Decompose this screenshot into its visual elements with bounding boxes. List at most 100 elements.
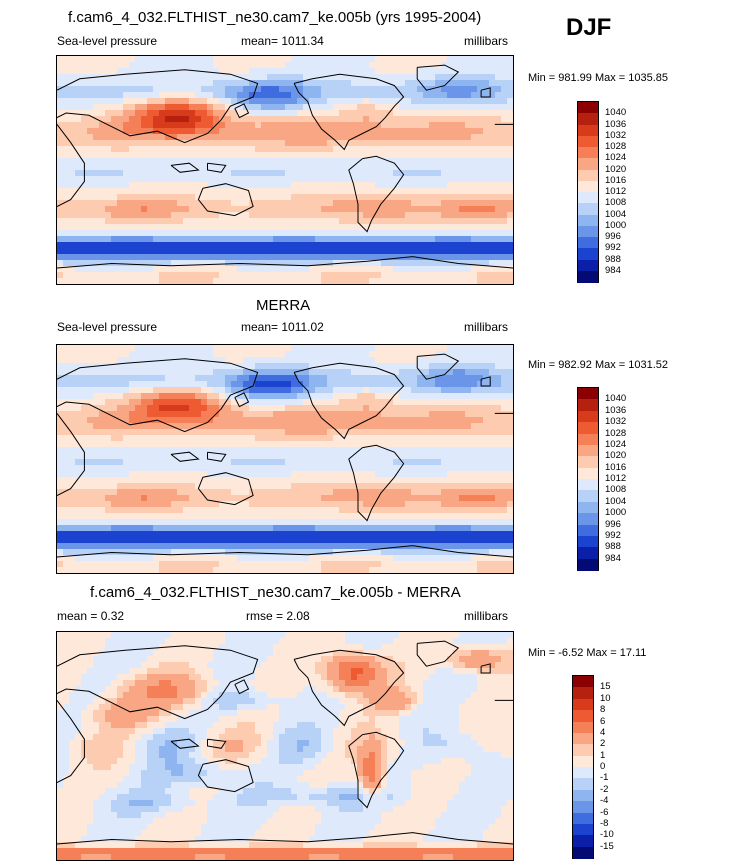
field-cell	[159, 483, 166, 490]
field-cell	[363, 248, 370, 255]
field-cell	[333, 170, 340, 177]
field-cell	[57, 447, 64, 454]
field-cell	[93, 393, 100, 400]
field-cell	[291, 182, 298, 189]
field-cell	[81, 429, 88, 436]
field-cell	[69, 453, 76, 460]
field-cell	[321, 164, 328, 171]
field-cell	[243, 375, 250, 382]
field-cell	[207, 188, 214, 195]
field-cell	[501, 212, 508, 219]
field-cell	[381, 393, 388, 400]
field-cell	[375, 62, 382, 69]
field-cell	[357, 212, 364, 219]
field-cell	[255, 411, 262, 418]
field-cell	[207, 200, 214, 207]
field-cell	[489, 224, 496, 231]
field-cell	[87, 56, 94, 63]
field-cell	[279, 393, 286, 400]
field-cell	[129, 116, 136, 123]
field-cell	[345, 164, 352, 171]
field-cell	[459, 212, 466, 219]
field-cell	[273, 381, 280, 388]
field-cell	[123, 230, 130, 237]
field-cell	[99, 393, 106, 400]
field-cell	[75, 194, 82, 201]
field-cell	[213, 465, 220, 472]
field-cell	[237, 266, 244, 273]
field-cell	[189, 375, 196, 382]
field-cell	[255, 236, 262, 243]
field-cell	[183, 242, 190, 249]
field-cell	[507, 194, 513, 201]
field-cell	[219, 260, 226, 267]
field-cell	[495, 176, 502, 183]
field-cell	[135, 68, 142, 75]
field-cell	[141, 272, 148, 279]
field-cell	[249, 393, 256, 400]
field-cell	[201, 56, 208, 63]
field-cell	[429, 387, 436, 394]
field-cell	[123, 68, 130, 75]
field-cell	[315, 351, 322, 358]
field-cell	[405, 260, 412, 267]
field-cell	[165, 399, 172, 406]
field-cell	[423, 200, 430, 207]
field-cell	[243, 134, 250, 141]
field-cell	[159, 417, 166, 424]
field-cell	[369, 182, 376, 189]
field-cell	[117, 56, 124, 63]
field-cell	[357, 200, 364, 207]
field-cell	[213, 260, 220, 267]
field-cell	[345, 182, 352, 189]
field-cell	[63, 501, 70, 508]
field-cell	[261, 357, 268, 364]
field-cell	[279, 471, 286, 478]
field-cell	[441, 278, 448, 284]
field-cell	[477, 116, 484, 123]
field-cell	[393, 104, 400, 111]
field-cell	[315, 224, 322, 231]
field-cell	[153, 345, 160, 352]
field-cell	[339, 435, 346, 442]
field-cell	[237, 206, 244, 213]
field-cell	[207, 104, 214, 111]
field-cell	[405, 501, 412, 508]
field-cell	[207, 242, 214, 249]
field-cell	[387, 68, 394, 75]
field-cell	[471, 260, 478, 267]
field-cell	[417, 236, 424, 243]
field-cell	[279, 206, 286, 213]
field-cell	[483, 248, 490, 255]
field-cell	[411, 471, 418, 478]
field-cell	[279, 477, 286, 484]
field-cell	[327, 429, 334, 436]
field-cell	[501, 278, 508, 284]
field-cell	[411, 387, 418, 394]
field-cell	[435, 483, 442, 490]
field-cell	[381, 158, 388, 165]
field-cell	[243, 116, 250, 123]
field-cell	[237, 387, 244, 394]
field-cell	[135, 176, 142, 183]
field-cell	[387, 62, 394, 69]
field-cell	[441, 152, 448, 159]
field-cell	[75, 122, 82, 129]
field-cell	[93, 80, 100, 87]
field-cell	[219, 62, 226, 69]
field-cell	[219, 266, 226, 273]
field-cell	[231, 272, 238, 279]
field-cell	[453, 98, 460, 105]
field-cell	[207, 158, 214, 165]
panel2-title: MERRA	[256, 297, 311, 314]
field-cell	[495, 260, 502, 267]
field-cell	[495, 351, 502, 358]
field-cell	[351, 170, 358, 177]
field-cell	[393, 140, 400, 147]
field-cell	[423, 140, 430, 147]
field-cell	[261, 200, 268, 207]
field-cell	[489, 381, 496, 388]
field-cell	[399, 62, 406, 69]
field-cell	[177, 266, 184, 273]
field-cell	[225, 170, 232, 177]
